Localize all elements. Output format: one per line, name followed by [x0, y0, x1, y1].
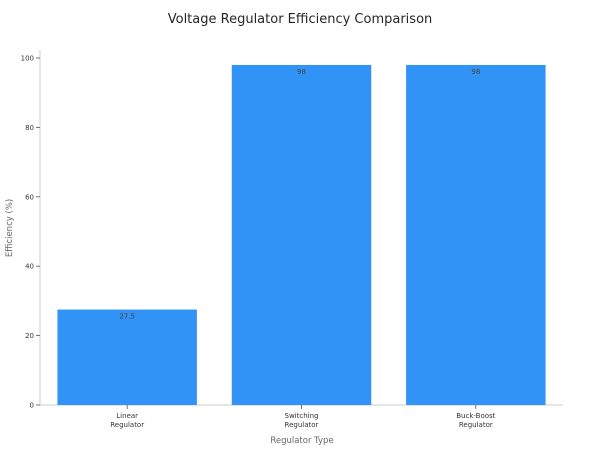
chart-title: Voltage Regulator Efficiency Comparison [168, 12, 433, 27]
x-tick-label: Buck-Boost [456, 412, 495, 420]
bar-data-label: 27.5 [119, 313, 135, 321]
x-tick-label: Linear [116, 412, 138, 420]
x-tick-label: Switching [285, 412, 319, 420]
x-tick-label: Regulator [110, 421, 144, 429]
y-tick-label: 40 [25, 263, 34, 271]
x-tick-label: Regulator [285, 421, 319, 429]
y-axis-title: Efficiency (%) [5, 199, 15, 257]
y-tick-label: 20 [25, 332, 34, 340]
y-tick-group: 0 20 40 60 80 100 [21, 55, 40, 410]
bar [406, 64, 546, 405]
bar-data-label: 98 [297, 68, 306, 76]
y-tick-label: 80 [25, 124, 34, 132]
y-tick-label: 100 [21, 55, 34, 63]
x-tick-group: LinearRegulatorSwitchingRegulatorBuck-Bo… [110, 405, 496, 429]
bar [57, 309, 197, 405]
bar-data-label: 98 [471, 68, 480, 76]
bar [231, 64, 372, 405]
y-tick-label: 60 [25, 193, 34, 201]
x-axis-title: Regulator Type [270, 436, 333, 446]
data-label-group: 27.5 98 98 [119, 68, 480, 321]
x-tick-label: Regulator [459, 421, 493, 429]
bar-group [57, 64, 546, 405]
y-tick-label: 0 [30, 402, 34, 410]
